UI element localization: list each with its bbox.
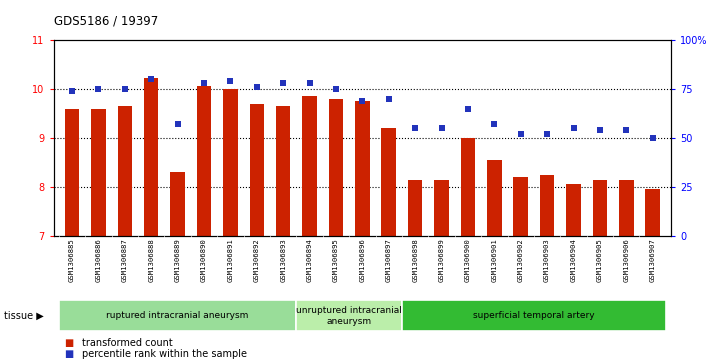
Bar bbox=[197, 86, 211, 236]
Bar bbox=[276, 106, 291, 236]
Bar bbox=[540, 175, 554, 236]
Bar bbox=[144, 78, 159, 236]
Text: percentile rank within the sample: percentile rank within the sample bbox=[82, 349, 247, 359]
Text: GSM1306888: GSM1306888 bbox=[149, 238, 154, 282]
Text: ruptured intracranial aneurysm: ruptured intracranial aneurysm bbox=[106, 311, 248, 320]
Point bbox=[146, 76, 157, 82]
Text: GSM1306901: GSM1306901 bbox=[491, 238, 498, 282]
Point bbox=[119, 86, 131, 92]
Point bbox=[356, 98, 368, 103]
Bar bbox=[223, 89, 238, 236]
Text: GSM1306894: GSM1306894 bbox=[306, 238, 313, 282]
Text: GSM1306903: GSM1306903 bbox=[544, 238, 550, 282]
Point bbox=[383, 96, 394, 102]
Text: GSM1306904: GSM1306904 bbox=[570, 238, 576, 282]
Text: GSM1306891: GSM1306891 bbox=[227, 238, 233, 282]
Bar bbox=[59, 300, 296, 331]
Point bbox=[436, 125, 447, 131]
Bar bbox=[593, 180, 607, 236]
Bar bbox=[645, 189, 660, 236]
Bar bbox=[355, 101, 370, 236]
Bar bbox=[249, 104, 264, 236]
Text: GSM1306897: GSM1306897 bbox=[386, 238, 392, 282]
Bar bbox=[487, 160, 501, 236]
Point bbox=[251, 84, 263, 90]
Bar bbox=[381, 128, 396, 236]
Point bbox=[278, 80, 289, 86]
Text: ■: ■ bbox=[64, 349, 74, 359]
Point bbox=[66, 88, 78, 94]
Point bbox=[93, 86, 104, 92]
Bar bbox=[65, 109, 79, 236]
Text: GSM1306893: GSM1306893 bbox=[280, 238, 286, 282]
Text: superficial temporal artery: superficial temporal artery bbox=[473, 311, 595, 320]
Point bbox=[198, 80, 210, 86]
Point bbox=[304, 80, 316, 86]
Text: GSM1306886: GSM1306886 bbox=[96, 238, 101, 282]
Text: ■: ■ bbox=[64, 338, 74, 348]
Point bbox=[409, 125, 421, 131]
Bar bbox=[513, 177, 528, 236]
Bar bbox=[619, 180, 633, 236]
Bar bbox=[296, 300, 402, 331]
Bar bbox=[461, 138, 476, 236]
Point bbox=[594, 127, 605, 133]
Point bbox=[620, 127, 632, 133]
Text: GSM1306899: GSM1306899 bbox=[438, 238, 445, 282]
Point bbox=[568, 125, 579, 131]
Text: GDS5186 / 19397: GDS5186 / 19397 bbox=[54, 15, 158, 28]
Text: GSM1306895: GSM1306895 bbox=[333, 238, 339, 282]
Bar bbox=[402, 300, 666, 331]
Text: GSM1306907: GSM1306907 bbox=[650, 238, 655, 282]
Bar bbox=[408, 180, 423, 236]
Text: GSM1306885: GSM1306885 bbox=[69, 238, 75, 282]
Bar bbox=[566, 184, 580, 236]
Text: GSM1306890: GSM1306890 bbox=[201, 238, 207, 282]
Text: GSM1306905: GSM1306905 bbox=[597, 238, 603, 282]
Text: GSM1306906: GSM1306906 bbox=[623, 238, 629, 282]
Bar bbox=[91, 109, 106, 236]
Point bbox=[541, 131, 553, 137]
Bar bbox=[118, 106, 132, 236]
Bar bbox=[434, 180, 449, 236]
Point bbox=[647, 135, 658, 141]
Text: GSM1306898: GSM1306898 bbox=[412, 238, 418, 282]
Bar bbox=[302, 96, 317, 236]
Point bbox=[515, 131, 526, 137]
Point bbox=[331, 86, 342, 92]
Text: unruptured intracranial
aneurysm: unruptured intracranial aneurysm bbox=[296, 306, 402, 326]
Bar bbox=[328, 99, 343, 236]
Text: GSM1306896: GSM1306896 bbox=[359, 238, 366, 282]
Text: GSM1306900: GSM1306900 bbox=[465, 238, 471, 282]
Point bbox=[488, 121, 500, 127]
Text: GSM1306902: GSM1306902 bbox=[518, 238, 523, 282]
Point bbox=[225, 78, 236, 84]
Text: GSM1306889: GSM1306889 bbox=[175, 238, 181, 282]
Text: GSM1306892: GSM1306892 bbox=[253, 238, 260, 282]
Point bbox=[172, 121, 183, 127]
Text: tissue ▶: tissue ▶ bbox=[4, 311, 44, 321]
Bar bbox=[171, 172, 185, 236]
Point bbox=[462, 106, 473, 111]
Text: transformed count: transformed count bbox=[82, 338, 173, 348]
Text: GSM1306887: GSM1306887 bbox=[122, 238, 128, 282]
